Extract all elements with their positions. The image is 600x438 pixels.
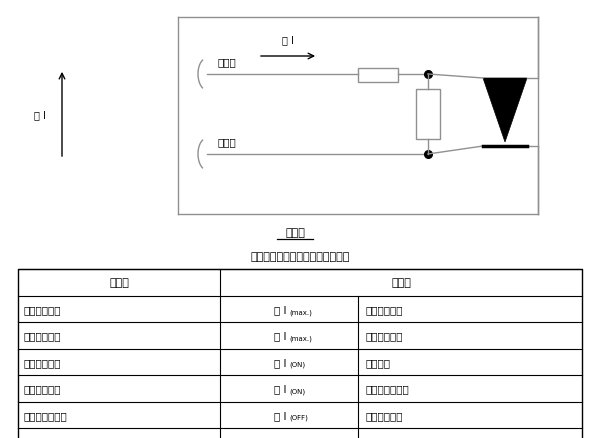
- Text: 信号１: 信号１: [218, 57, 237, 67]
- Text: ５．０Ｖ以下: ５．０Ｖ以下: [366, 304, 404, 314]
- Text: 仕　様: 仕 様: [391, 278, 411, 288]
- Text: Ｉ I: Ｉ I: [275, 436, 287, 438]
- Text: (OFF): (OFF): [289, 414, 308, 420]
- Text: 回路１: 回路１: [285, 227, 305, 237]
- Text: ０．９ｍＡ以下: ０．９ｍＡ以下: [366, 436, 410, 438]
- Text: 最大ＯＦＦ電圧: 最大ＯＦＦ電圧: [24, 410, 68, 420]
- Text: 最小ＯＮ電流: 最小ＯＮ電流: [24, 383, 62, 393]
- Text: １．５Ｖ以下: １．５Ｖ以下: [366, 410, 404, 420]
- Text: Ｖ I: Ｖ I: [275, 304, 287, 314]
- Text: Ｖ I: Ｖ I: [34, 110, 46, 120]
- Text: Ｉ I: Ｉ I: [275, 331, 287, 340]
- Text: 信号２: 信号２: [218, 137, 237, 147]
- Text: 入力最大電圧: 入力最大電圧: [24, 304, 62, 314]
- Text: (max.): (max.): [289, 308, 312, 315]
- Text: 入力最大電流: 入力最大電流: [24, 331, 62, 340]
- Text: (ON): (ON): [289, 388, 305, 394]
- Bar: [18, 269, 582, 438]
- Text: (max.): (max.): [289, 335, 312, 341]
- Polygon shape: [483, 79, 527, 143]
- Text: Ｖ I: Ｖ I: [275, 410, 287, 420]
- Text: 最小ＯＮ電圧: 最小ＯＮ電圧: [24, 357, 62, 367]
- Text: Ｉ I: Ｉ I: [282, 35, 294, 45]
- Bar: [358, 69, 398, 83]
- Text: 項　目: 項 目: [109, 278, 129, 288]
- Text: ６．５ｍＡ以上: ６．５ｍＡ以上: [366, 383, 410, 393]
- Text: 最大ＯＦＦ電流: 最大ＯＦＦ電流: [24, 436, 68, 438]
- Text: (ON): (ON): [289, 361, 305, 367]
- Text: ３Ｖ以上: ３Ｖ以上: [366, 357, 391, 367]
- Text: ＣＷ／ＣＣＷパルス入力信号仕様: ＣＷ／ＣＣＷパルス入力信号仕様: [250, 251, 350, 261]
- Bar: [416, 90, 440, 140]
- Text: Ｉ I: Ｉ I: [275, 383, 287, 393]
- Text: Ｖ I: Ｖ I: [275, 357, 287, 367]
- Text: １５ｍＡ以下: １５ｍＡ以下: [366, 331, 404, 340]
